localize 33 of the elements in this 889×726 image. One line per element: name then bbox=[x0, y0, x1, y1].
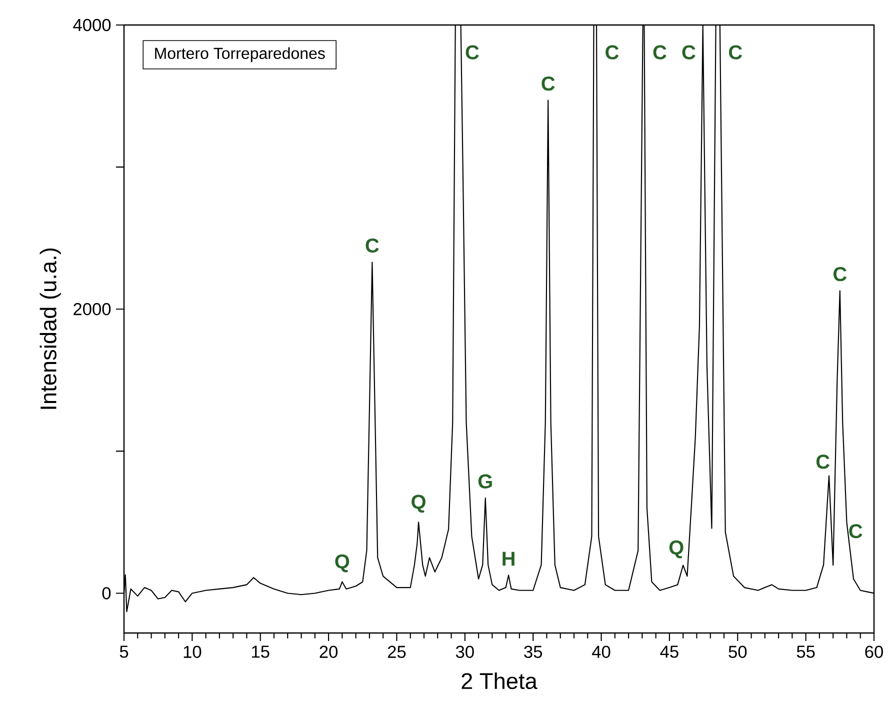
x-tick-label: 45 bbox=[660, 646, 678, 658]
annotation: C bbox=[682, 45, 696, 60]
annotation: C bbox=[606, 45, 619, 60]
annotation: C bbox=[834, 267, 847, 282]
annotation: C bbox=[728, 45, 742, 60]
annotation: C bbox=[816, 454, 830, 469]
y-axis-title: Intensidad (u.a.) bbox=[40, 248, 61, 409]
y-tick-label: 0 bbox=[102, 587, 111, 600]
x-tick-label: 5 bbox=[120, 646, 128, 658]
annotation: G bbox=[478, 474, 492, 488]
x-tick-label: 50 bbox=[728, 646, 747, 658]
x-tick-label: 35 bbox=[524, 646, 542, 658]
annotation: C bbox=[466, 45, 479, 60]
x-tick-label: 30 bbox=[456, 646, 474, 658]
x-tick-label: 10 bbox=[184, 646, 202, 658]
annotation: Q bbox=[669, 540, 684, 558]
x-tick-label: 25 bbox=[388, 646, 406, 658]
y-tick-label: 2000 bbox=[74, 302, 111, 316]
annotation: C bbox=[366, 238, 379, 253]
annotation: H bbox=[502, 552, 514, 566]
annotation: C bbox=[849, 524, 862, 538]
x-tick-label: 15 bbox=[252, 646, 270, 658]
annotation: C bbox=[653, 45, 666, 60]
y-tick-label: 4000 bbox=[73, 18, 111, 32]
x-axis-title: 2 Theta bbox=[462, 672, 538, 690]
annotation: Q bbox=[335, 554, 350, 572]
x-tick-label: 55 bbox=[796, 646, 815, 658]
annotation: C bbox=[542, 76, 555, 91]
x-tick-label: 40 bbox=[592, 646, 610, 658]
x-tick-label: 60 bbox=[865, 646, 883, 658]
annotation: Mortero Torreparedones bbox=[155, 47, 325, 62]
annotation: Q bbox=[412, 494, 426, 513]
x-tick-label: 20 bbox=[320, 646, 338, 658]
